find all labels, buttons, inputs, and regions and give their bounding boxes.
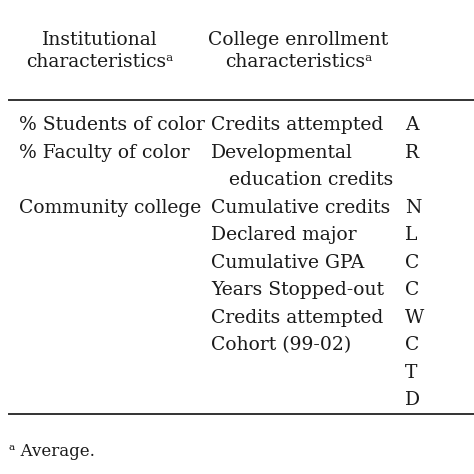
Text: education credits: education credits xyxy=(211,171,393,189)
Text: Community college: Community college xyxy=(19,199,201,217)
Text: Institutional
characteristicsᵃ: Institutional characteristicsᵃ xyxy=(26,31,173,71)
Text: W: W xyxy=(405,309,425,327)
Text: % Students of color: % Students of color xyxy=(19,116,205,134)
Text: Cohort (99-02): Cohort (99-02) xyxy=(211,336,351,354)
Text: A: A xyxy=(405,116,419,134)
Text: Credits attempted: Credits attempted xyxy=(211,116,383,134)
Text: C: C xyxy=(405,336,419,354)
Text: C: C xyxy=(405,281,419,299)
Text: L: L xyxy=(405,226,418,244)
Text: Cumulative GPA: Cumulative GPA xyxy=(211,254,364,272)
Text: T: T xyxy=(405,364,418,382)
Text: N: N xyxy=(405,199,422,217)
Text: Years Stopped-out: Years Stopped-out xyxy=(211,281,384,299)
Text: R: R xyxy=(405,144,419,162)
Text: Cumulative credits: Cumulative credits xyxy=(211,199,390,217)
Text: % Faculty of color: % Faculty of color xyxy=(19,144,190,162)
Text: Credits attempted: Credits attempted xyxy=(211,309,383,327)
Text: Developmental: Developmental xyxy=(211,144,353,162)
Text: C: C xyxy=(405,254,419,272)
Text: Declared major: Declared major xyxy=(211,226,356,244)
Text: College enrollment
characteristicsᵃ: College enrollment characteristicsᵃ xyxy=(209,31,389,71)
Text: D: D xyxy=(405,391,420,409)
Text: ᵃ Average.: ᵃ Average. xyxy=(9,443,95,460)
